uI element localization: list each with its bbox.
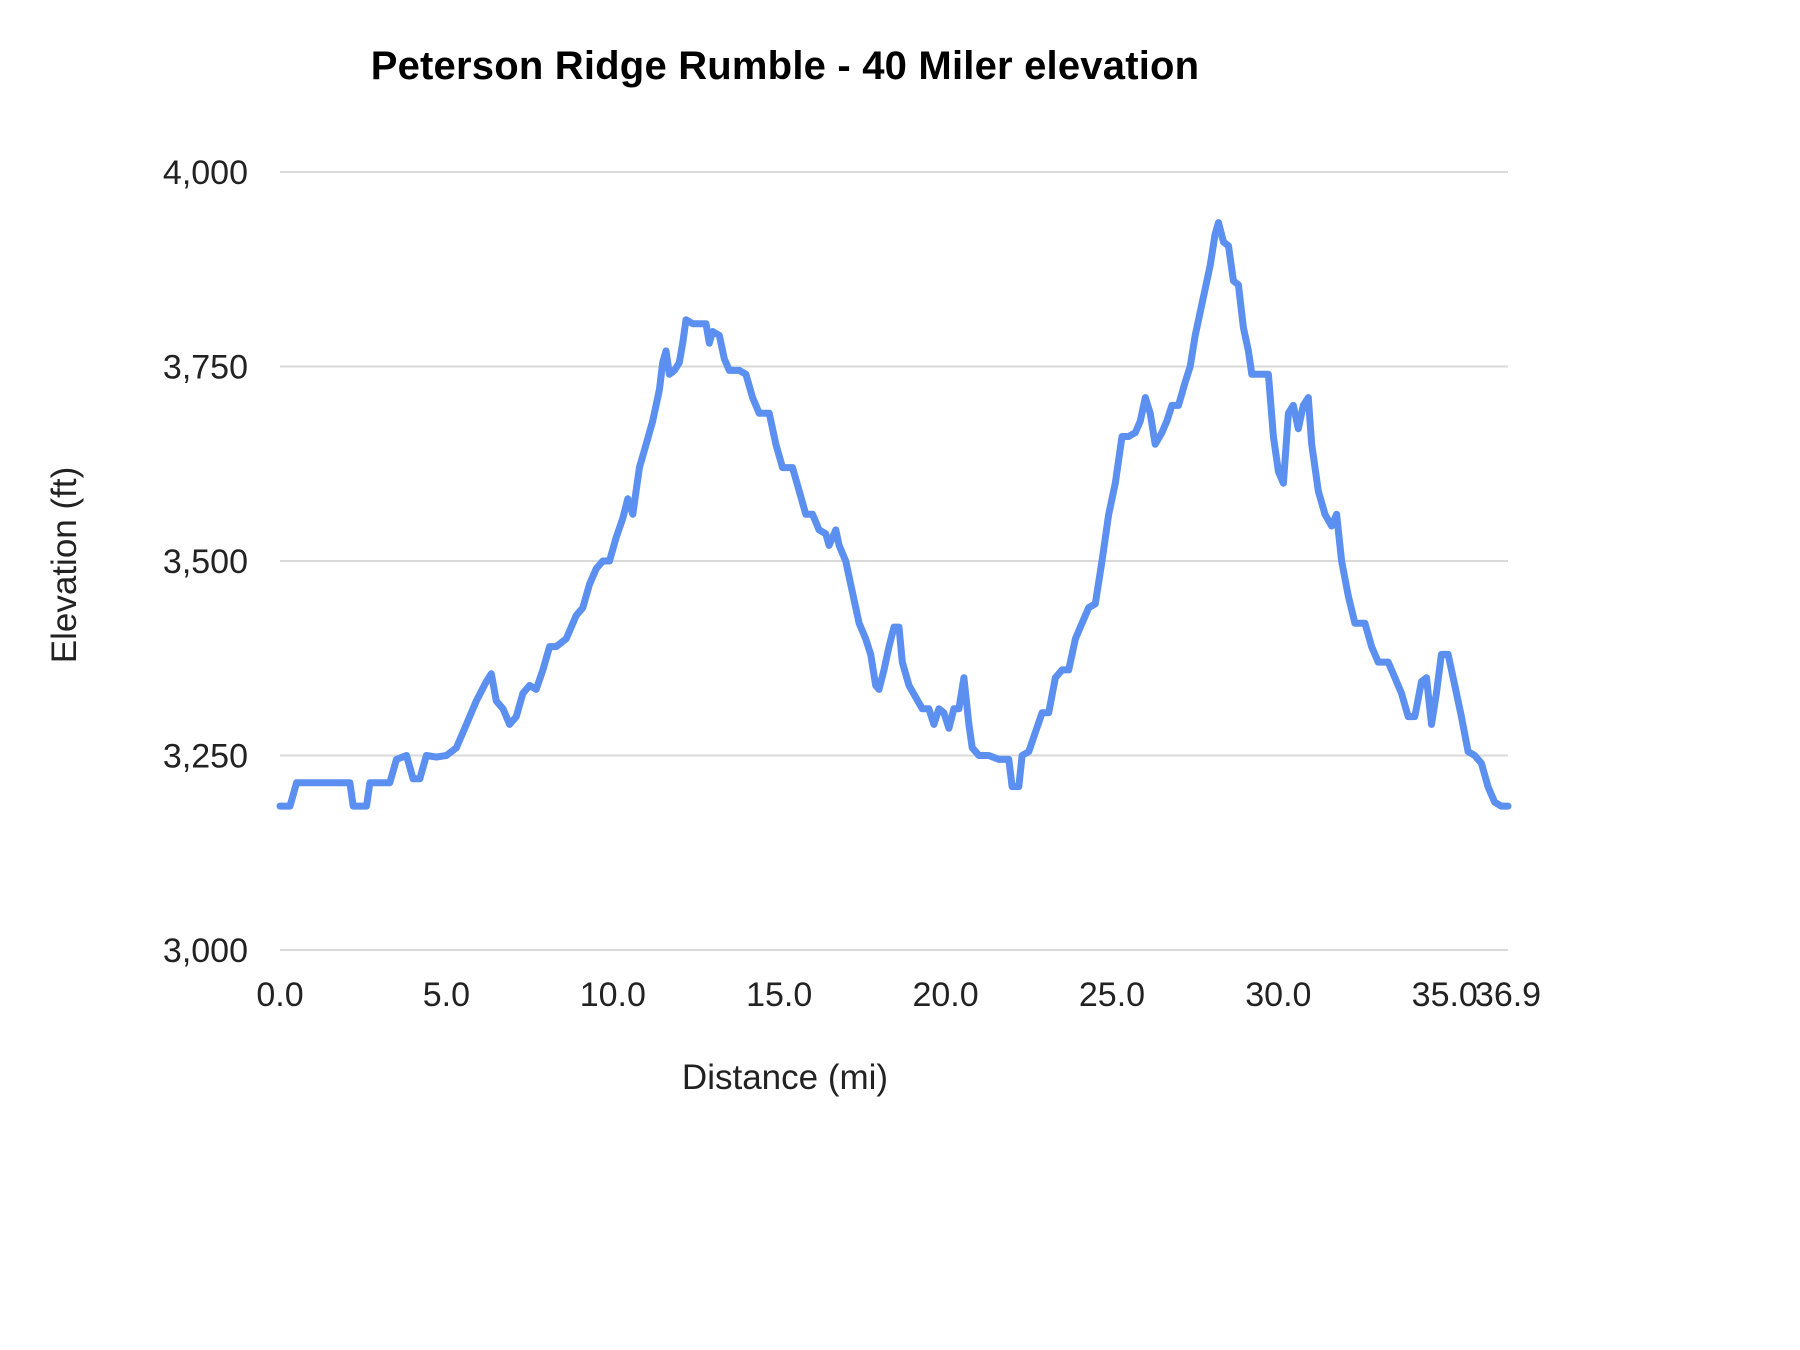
x-tick-label: 25.0 [1079,976,1145,1014]
elevation-series-line [276,219,1512,810]
x-tick-label: 15.0 [746,976,812,1014]
x-tick-label: 36.9 [1475,976,1541,1014]
x-tick-label: 35.0 [1412,976,1478,1014]
elevation-chart: Peterson Ridge Rumble - 40 Miler elevati… [45,44,1542,1097]
x-tick-label: 30.0 [1245,976,1311,1014]
chart-title: Peterson Ridge Rumble - 40 Miler elevati… [370,44,1200,88]
x-axis-title: Distance (mi) [681,1058,889,1097]
y-tick-label: 4,000 [163,154,248,192]
x-tick-label: 20.0 [912,976,978,1014]
x-tick-label: 5.0 [423,976,470,1014]
y-tick-label: 3,500 [163,543,248,581]
y-tick-label: 3,250 [163,738,248,776]
x-tick-label: 10.0 [580,976,646,1014]
y-tick-label: 3,750 [163,349,248,387]
x-tick-label: 0.0 [256,976,303,1014]
y-tick-label: 3,000 [163,932,248,970]
